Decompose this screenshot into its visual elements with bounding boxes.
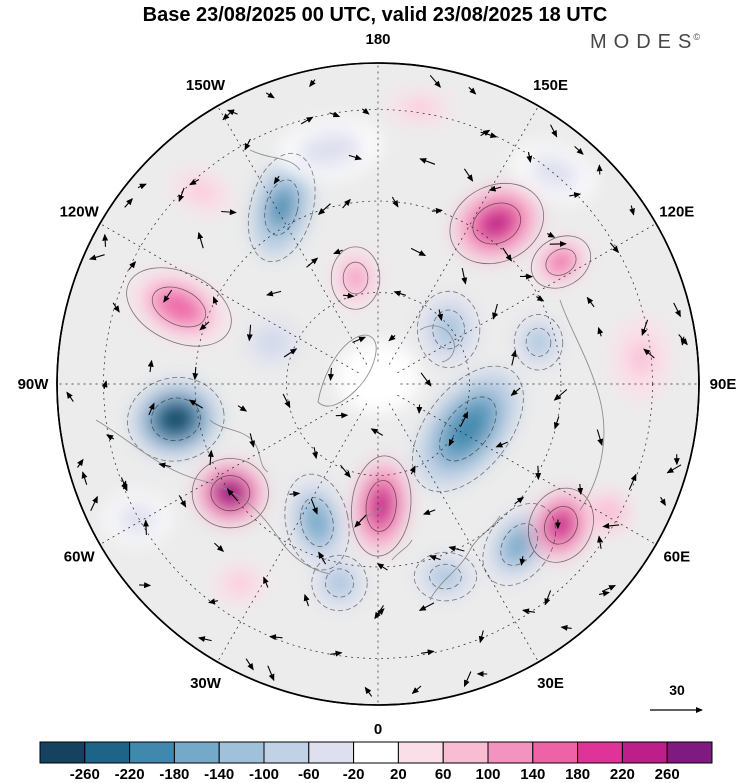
colorbar-cell xyxy=(442,741,489,764)
wind-reference: 30 xyxy=(650,682,703,713)
lon-label-90E: 90E xyxy=(710,376,737,393)
colorbar-label: 60 xyxy=(435,766,452,783)
wind-arrows xyxy=(66,74,688,697)
colorbar-cell xyxy=(666,741,713,764)
colorbar-label: 140 xyxy=(520,766,545,783)
colorbar-cell xyxy=(263,741,310,764)
modes-logo-copyright: © xyxy=(693,32,700,43)
colorbar-cell xyxy=(487,741,534,764)
colorbar-cell xyxy=(173,741,220,764)
map-content xyxy=(58,64,698,704)
modes-logo: MODES© xyxy=(590,31,700,54)
wind-reference-label: 30 xyxy=(669,682,685,698)
lon-label-120E: 120E xyxy=(659,204,694,221)
colorbar-label: -140 xyxy=(204,766,234,783)
lon-label-60W: 60W xyxy=(64,549,96,566)
colorbar-label: -180 xyxy=(159,766,189,783)
lon-label-150W: 150W xyxy=(186,77,226,94)
colorbar-label: -20 xyxy=(343,766,365,783)
lon-label-30E: 30E xyxy=(537,675,564,692)
graticule xyxy=(58,64,698,704)
colorbar-label: 100 xyxy=(475,766,500,783)
map-rim xyxy=(56,62,700,706)
colorbar xyxy=(39,741,713,764)
colorbar-cell xyxy=(308,741,355,764)
colorbar-label: -260 xyxy=(70,766,100,783)
lon-label-150E: 150E xyxy=(533,77,568,94)
colorbar-cell xyxy=(129,741,175,764)
colorbar-label: 180 xyxy=(565,766,590,783)
modes-logo-text: MODES xyxy=(590,31,699,53)
longitude-labels: 180 150E 120E 90E 60E 30E 0 30W 60W 90W 120W 150W xyxy=(18,31,737,738)
colorbar-cell xyxy=(621,741,668,764)
colorbar-label: -60 xyxy=(298,766,320,783)
colorbar-cell xyxy=(577,741,623,764)
colorbar-cell xyxy=(218,741,265,764)
colorbar-label: 260 xyxy=(655,766,680,783)
lon-label-0: 0 xyxy=(374,721,382,738)
colorbar-label: 220 xyxy=(610,766,635,783)
colorbar-cell xyxy=(532,741,579,764)
colorbar-labels: -260 -220 -180 -140 -100 -60 -20 20 60 100 140 180 2… xyxy=(70,766,680,783)
colorbar-cell xyxy=(84,741,131,764)
colorbar-cell xyxy=(397,741,444,764)
lon-label-180: 180 xyxy=(365,31,390,48)
colorbar-label: 20 xyxy=(390,766,407,783)
colorbar-label: -220 xyxy=(115,766,145,783)
chart-title: Base 23/08/2025 00 UTC, valid 23/08/2025… xyxy=(142,4,608,26)
lon-label-90W: 90W xyxy=(18,376,50,393)
colorbar-label: -100 xyxy=(249,766,279,783)
lon-label-30W: 30W xyxy=(190,675,222,692)
lon-label-60E: 60E xyxy=(663,549,690,566)
lon-label-120W: 120W xyxy=(60,204,100,221)
colorbar-cell xyxy=(39,741,86,764)
anomaly-field xyxy=(105,91,671,609)
colorbar-cell xyxy=(353,741,399,764)
contour-lines xyxy=(126,152,594,612)
